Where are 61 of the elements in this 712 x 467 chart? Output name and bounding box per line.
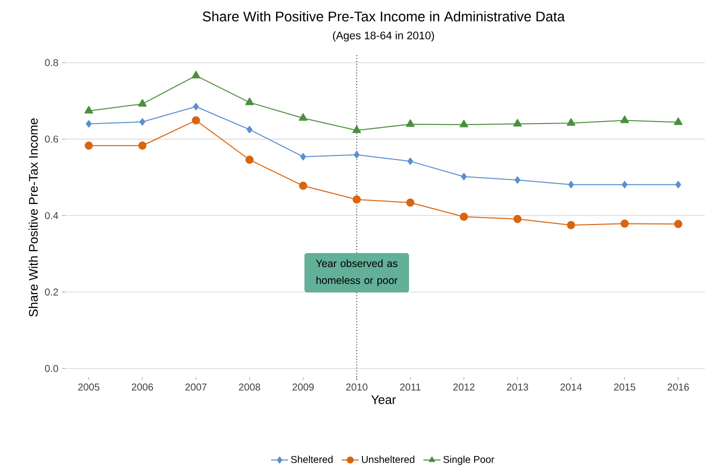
y-axis-title: Share With Positive Pre-Tax Income xyxy=(28,118,38,317)
x-tick-label: 2010 xyxy=(346,384,368,391)
point xyxy=(245,98,254,106)
x-tick-label: 2008 xyxy=(238,384,260,391)
point xyxy=(139,118,146,126)
x-tick-label: 2016 xyxy=(668,384,689,391)
point xyxy=(138,99,147,107)
point xyxy=(460,212,468,221)
point xyxy=(674,220,682,228)
point xyxy=(86,120,92,128)
x-tick-label: 2012 xyxy=(453,384,474,391)
point xyxy=(245,156,254,164)
point xyxy=(299,182,308,190)
point xyxy=(620,115,629,124)
y-tick-label: 0.4 xyxy=(45,212,58,220)
point xyxy=(674,117,683,125)
point xyxy=(192,70,200,78)
x-tick-label: 2005 xyxy=(78,384,100,391)
point xyxy=(192,116,200,124)
point xyxy=(566,118,576,126)
ref-line-label: Year observed as homeless or poor xyxy=(316,259,398,286)
x-axis-title: Year xyxy=(371,395,396,404)
point xyxy=(460,172,467,180)
legend-label: Single Poor xyxy=(443,456,494,465)
x-tick-label: 2014 xyxy=(560,384,582,391)
point xyxy=(675,180,682,188)
point xyxy=(460,120,468,128)
point xyxy=(138,142,146,150)
point xyxy=(298,113,308,121)
x-tick-label: 2015 xyxy=(614,384,636,391)
y-tick-label: 0.0 xyxy=(45,365,58,372)
point xyxy=(622,180,628,188)
x-tick-label: 2007 xyxy=(185,384,207,391)
y-tick-label: 0.8 xyxy=(45,59,58,66)
y-tick-label: 0.6 xyxy=(45,136,58,143)
point xyxy=(620,220,629,228)
point xyxy=(513,214,522,224)
chart-subtitle: (Ages 18-64 in 2010) xyxy=(333,31,434,42)
point xyxy=(566,221,576,230)
point xyxy=(193,102,199,110)
point xyxy=(568,180,574,188)
y-tick-label: 0.2 xyxy=(45,288,58,296)
legend-label: Unsheltered xyxy=(362,456,414,463)
point xyxy=(514,176,520,184)
point xyxy=(352,195,361,204)
point xyxy=(354,151,360,158)
chart-title: Share With Positive Pre-Tax Income in Administrative Data xyxy=(202,11,565,22)
point xyxy=(300,153,306,160)
point xyxy=(84,106,94,114)
point xyxy=(352,125,362,134)
point xyxy=(513,118,522,127)
x-tick-label: 2006 xyxy=(132,384,154,391)
point xyxy=(406,119,415,127)
x-tick-label: 2013 xyxy=(506,384,528,391)
point xyxy=(406,198,414,207)
x-tick-label: 2009 xyxy=(292,384,314,391)
point xyxy=(246,126,252,134)
legend-label: Sheltered xyxy=(291,456,333,463)
point xyxy=(84,142,93,150)
point xyxy=(407,158,414,165)
x-tick-label: 2011 xyxy=(400,384,421,391)
